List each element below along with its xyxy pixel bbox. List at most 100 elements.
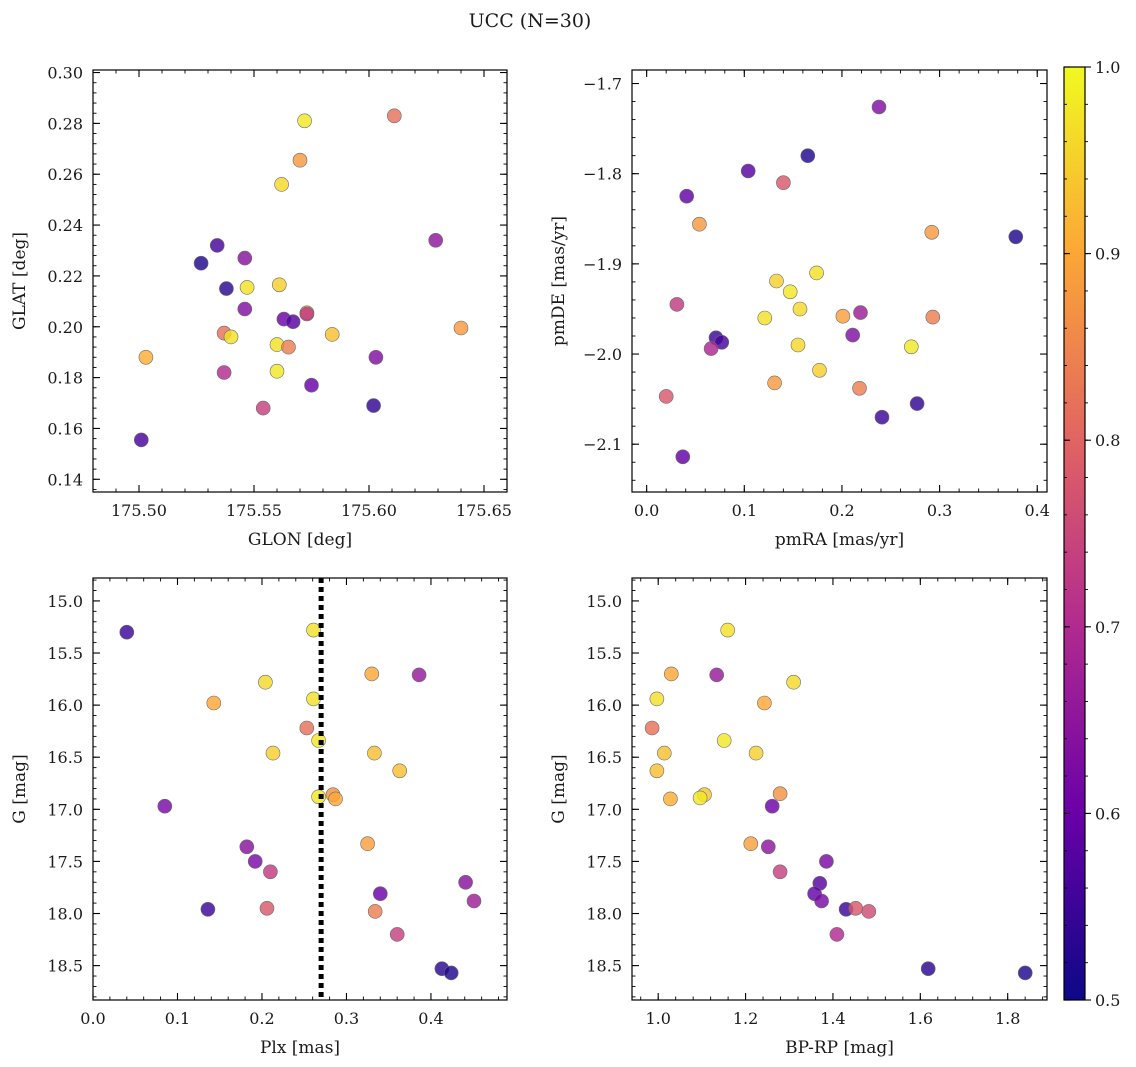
data-point — [675, 449, 691, 465]
data-point — [1008, 229, 1024, 245]
data-point — [239, 839, 255, 855]
data-point — [392, 763, 408, 779]
data-point — [271, 277, 287, 293]
data-point — [1017, 965, 1033, 981]
y-tick-label: 0.26 — [47, 165, 83, 184]
y-tick-label: 0.22 — [47, 267, 83, 286]
y-axis-label: G [mag] — [549, 754, 569, 823]
colorbar: 0.5 0.6 0.7 0.8 0.9 1.0 — [1063, 58, 1120, 1010]
x-tick-label: 0.4 — [418, 1009, 443, 1028]
x-tick-label: 175.55 — [226, 501, 282, 520]
y-tick-label: 18.5 — [586, 957, 622, 976]
y-tick-label: 0.24 — [47, 216, 83, 235]
data-point — [367, 745, 382, 761]
x-axis-label: GLON [deg] — [248, 530, 352, 550]
data-point — [871, 99, 887, 115]
data-point — [237, 250, 253, 266]
y-tick-label: −1.7 — [583, 75, 622, 94]
y-axis-label: pmDE [mas/yr] — [549, 216, 569, 346]
data-point — [157, 798, 173, 814]
data-point — [800, 148, 816, 163]
data-point — [328, 791, 343, 807]
data-point — [209, 238, 225, 253]
data-point — [692, 216, 707, 232]
y-tick-label: 15.0 — [586, 592, 622, 611]
panel-glon-glat: 175.50 175.55 175.60 175.65 0.14 0.16 0.18 0.20… — [10, 64, 512, 550]
y-tick-label: 15.5 — [586, 644, 622, 663]
data-point — [829, 927, 845, 942]
data-point — [835, 308, 851, 324]
data-point — [760, 839, 776, 855]
data-point — [265, 745, 281, 761]
x-tick-label: 0.2 — [829, 501, 854, 520]
data-point — [743, 836, 759, 852]
data-point — [703, 341, 719, 356]
data-point — [389, 927, 405, 942]
data-point — [663, 666, 679, 682]
x-tick-label: 1.4 — [820, 1009, 845, 1028]
data-point — [255, 400, 271, 416]
data-point — [372, 886, 388, 902]
data-point — [292, 152, 308, 168]
data-point — [814, 893, 829, 909]
data-point — [757, 310, 773, 326]
data-point — [767, 375, 782, 391]
y-tick-label: 17.5 — [47, 852, 83, 871]
x-axis-label: Plx [mas] — [260, 1038, 340, 1058]
data-point — [453, 320, 469, 336]
colorbar-bar — [1063, 66, 1086, 1001]
x-tick-label: 0.1 — [732, 501, 757, 520]
data-point — [720, 622, 736, 638]
data-point — [920, 961, 936, 977]
x-tick-label: 0.2 — [249, 1009, 274, 1028]
data-point — [782, 284, 798, 300]
data-point — [714, 334, 730, 350]
data-point — [903, 339, 919, 355]
data-point — [669, 297, 685, 312]
data-point — [285, 314, 301, 330]
data-point — [852, 380, 867, 396]
data-point — [324, 327, 340, 342]
axes-frame — [631, 69, 1048, 493]
y-tick-label: −1.8 — [583, 165, 622, 184]
data-point — [411, 667, 427, 683]
y-tick-label: 15.5 — [47, 644, 83, 663]
x-tick-label: 1.2 — [733, 1009, 758, 1028]
data-point — [656, 745, 672, 761]
data-point — [274, 177, 289, 192]
data-point — [776, 175, 791, 190]
data-point — [299, 306, 315, 322]
colorbar-tick-label: 0.5 — [1095, 991, 1120, 1010]
data-point — [740, 163, 756, 179]
y-tick-label: 18.5 — [47, 957, 83, 976]
axes-frame — [92, 577, 508, 1001]
data-point — [304, 377, 319, 393]
data-point — [790, 337, 806, 353]
data-point — [247, 854, 263, 869]
data-point — [259, 900, 275, 916]
data-point — [364, 666, 380, 682]
data-point — [138, 349, 154, 365]
data-point — [716, 733, 732, 748]
data-point — [649, 691, 665, 707]
data-point — [216, 365, 232, 380]
data-point — [769, 273, 784, 289]
data-point — [809, 265, 824, 281]
y-axis-label: G [mag] — [10, 754, 30, 823]
y-tick-label: 16.0 — [47, 696, 83, 715]
y-tick-label: 18.0 — [586, 905, 622, 924]
data-point — [709, 667, 725, 683]
panel-bprp-g: 1.0 1.2 1.4 1.6 1.8 15.0 15.5 16.0 16.5 17.0 17.5 1… — [549, 577, 1048, 1058]
x-tick-label: 0.0 — [634, 501, 659, 520]
colorbar-tick-label: 0.7 — [1095, 618, 1120, 637]
data-point — [297, 113, 312, 129]
data-point — [237, 301, 253, 317]
y-tick-label: 17.0 — [586, 800, 622, 819]
colorbar-tick-label: 0.8 — [1095, 431, 1120, 450]
data-point — [848, 900, 864, 916]
data-point — [909, 396, 925, 411]
data-point — [311, 789, 326, 805]
colorbar-tick-label: 0.9 — [1095, 245, 1120, 264]
figure-title: UCC (N=30) — [469, 10, 592, 32]
y-tick-label: 17.5 — [586, 852, 622, 871]
